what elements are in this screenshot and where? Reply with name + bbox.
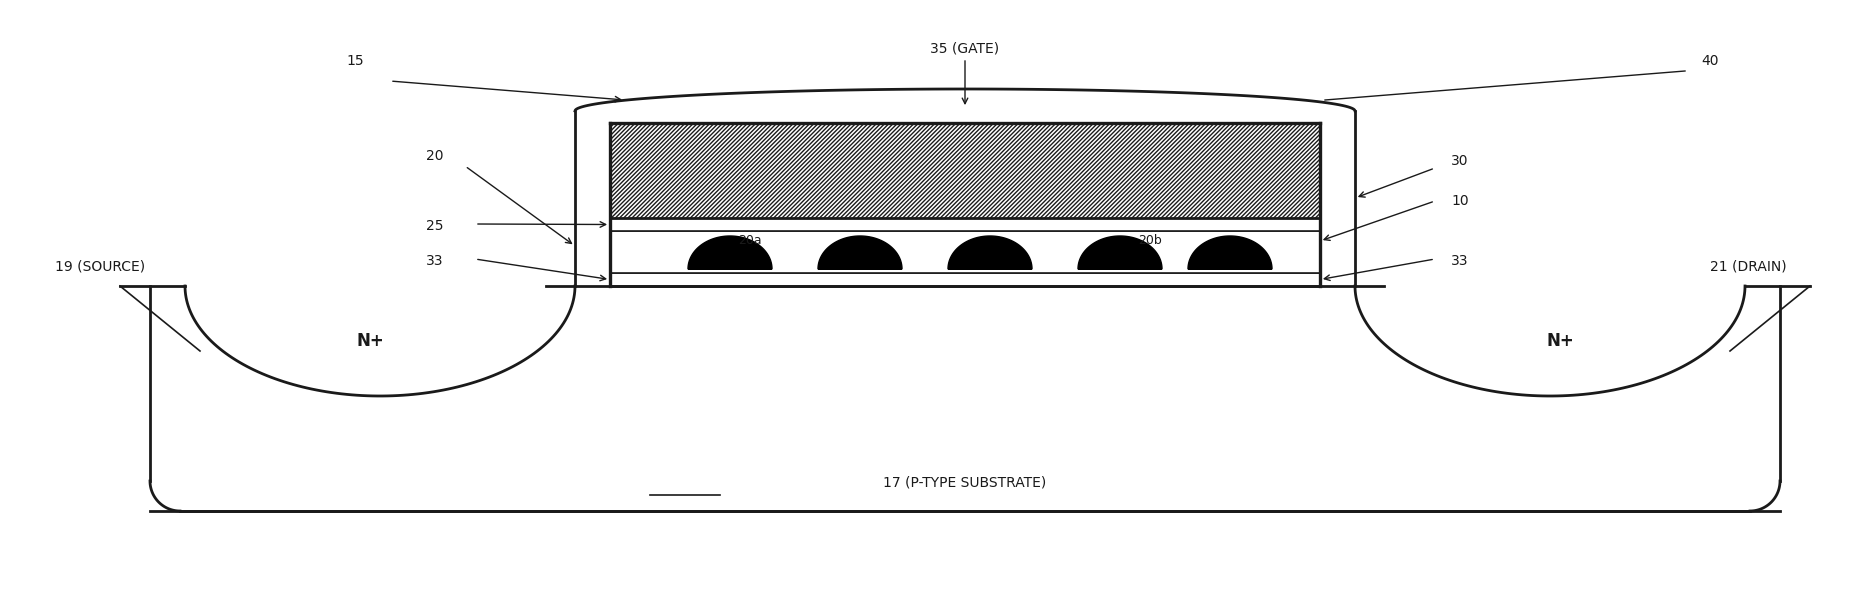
Text: 33: 33 — [427, 254, 444, 268]
Text: 25: 25 — [427, 219, 444, 233]
Text: 20b: 20b — [1138, 233, 1162, 247]
Text: N+: N+ — [357, 332, 384, 350]
Text: 19 (SOURCE): 19 (SOURCE) — [56, 259, 145, 273]
Bar — [609, 218, 1320, 231]
Bar — [609, 123, 1320, 218]
Text: 10: 10 — [1450, 194, 1469, 208]
Polygon shape — [186, 286, 576, 396]
Text: 21 (DRAIN): 21 (DRAIN) — [1710, 259, 1786, 273]
Bar — [609, 231, 1320, 273]
Text: N+: N+ — [1547, 332, 1575, 350]
Polygon shape — [1356, 286, 1746, 396]
Text: 20a: 20a — [739, 233, 761, 247]
Bar — [609, 273, 1320, 286]
Text: 40: 40 — [1701, 54, 1720, 68]
Polygon shape — [576, 89, 1356, 286]
Text: 35 (GATE): 35 (GATE) — [930, 41, 999, 55]
Polygon shape — [949, 236, 1032, 269]
Text: 17 (P-TYPE SUBSTRATE): 17 (P-TYPE SUBSTRATE) — [884, 476, 1047, 490]
Polygon shape — [1188, 236, 1272, 269]
Polygon shape — [1079, 236, 1162, 269]
Text: 33: 33 — [1452, 254, 1469, 268]
Text: 20: 20 — [427, 149, 444, 163]
Polygon shape — [817, 236, 903, 269]
Text: 30: 30 — [1452, 154, 1469, 168]
Polygon shape — [687, 236, 773, 269]
Text: 15: 15 — [345, 54, 364, 68]
